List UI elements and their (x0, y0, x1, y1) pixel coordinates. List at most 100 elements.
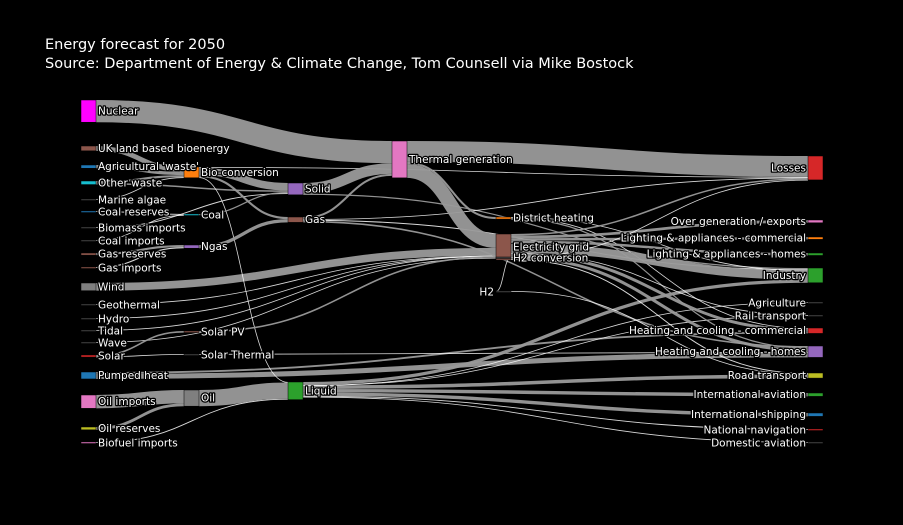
node-algae[interactable] (80, 198, 97, 201)
link-solid-to-thermal (302, 163, 393, 194)
node-label-bio-imp: Biomass imports (98, 222, 186, 234)
node-grid[interactable] (495, 233, 512, 261)
node-tidal[interactable] (80, 329, 97, 332)
node-bio-imp[interactable] (80, 226, 97, 229)
node-other-waste[interactable] (80, 180, 97, 185)
node-label-solar: Solar (98, 351, 125, 363)
node-wave[interactable] (80, 341, 97, 344)
node-rail[interactable] (807, 314, 824, 317)
node-gas-imp[interactable] (80, 266, 97, 269)
node-solarpv[interactable] (183, 330, 200, 333)
node-intl-av[interactable] (807, 392, 824, 397)
node-label-bioconv: Bio-conversion (201, 167, 279, 179)
node-oil-imp[interactable] (80, 394, 97, 409)
node-pumped[interactable] (80, 371, 97, 380)
sankey-links (95, 100, 809, 443)
node-label-wave: Wave (98, 337, 127, 349)
link-gas-res-to-ngas (95, 245, 185, 256)
node-coal-res[interactable] (80, 210, 97, 213)
link-grid-to-heat-home (510, 256, 809, 352)
node-label-geo: Geothermal (98, 299, 160, 311)
link-pumped-to-heat-home (95, 352, 809, 379)
node-agri[interactable] (80, 164, 97, 169)
node-oil-res[interactable] (80, 426, 97, 431)
sankey-nodes (80, 99, 824, 444)
link-bioconv-to-liquid (198, 177, 289, 383)
node-label-algae: Marine algae (98, 194, 166, 206)
node-label-intl-ship: International shipping (691, 409, 806, 421)
sankey-labels: Nuclear UK land based bioenergy Agricultur… (96, 104, 808, 450)
link-grid-to-rail (510, 252, 809, 316)
node-label-dom-av: Domestic aviation (711, 437, 806, 449)
link-liquid-to-road (302, 374, 809, 389)
node-coal-imp[interactable] (80, 239, 97, 242)
link-liquid-to-intl-av (302, 388, 809, 397)
node-solar[interactable] (80, 354, 97, 358)
node-h2[interactable] (495, 290, 512, 293)
node-industry[interactable] (807, 267, 824, 284)
node-nuclear[interactable] (80, 99, 97, 123)
node-liquid[interactable] (287, 381, 304, 400)
node-label-heat-home: Heating and cooling - homes (655, 346, 806, 358)
node-coal[interactable] (183, 213, 200, 216)
link-gas-to-losses (302, 177, 809, 220)
node-label-losses: Losses (771, 162, 806, 174)
link-grid-to-heat-com (510, 253, 809, 332)
node-solid[interactable] (287, 182, 304, 196)
node-oil[interactable] (183, 389, 200, 407)
node-label-h2: H2 (479, 286, 494, 298)
node-overgen[interactable] (807, 219, 824, 224)
node-label-coal-imp: Coal imports (98, 235, 165, 247)
node-bioconv[interactable] (183, 166, 200, 179)
node-dom-av[interactable] (807, 441, 824, 444)
node-label-nuclear: Nuclear (98, 106, 139, 118)
link-grid-to-losses (510, 178, 809, 236)
node-light-com[interactable] (807, 236, 824, 240)
link-grid-to-industry (510, 243, 809, 280)
node-wind[interactable] (80, 282, 97, 291)
node-label-intl-av: International aviation (694, 389, 806, 401)
node-h2conv[interactable] (495, 256, 512, 259)
link-bioconv-to-gas (198, 175, 289, 220)
node-hydro[interactable] (80, 317, 97, 320)
link-solar-to-solarpv (95, 331, 185, 357)
link-coal-to-solid (198, 191, 289, 216)
link-district-to-heat-com (510, 217, 809, 329)
node-label-overgen: Over generation / exports (671, 216, 806, 228)
link-ngas-to-gas (198, 219, 289, 249)
link-liquid-to-agriculture (302, 302, 809, 387)
node-losses[interactable] (807, 155, 824, 181)
node-gas[interactable] (287, 216, 304, 223)
link-other-waste-to-bioconv (95, 175, 185, 184)
node-light-home[interactable] (807, 252, 824, 256)
node-nat-nav[interactable] (807, 428, 824, 431)
node-label-uk-bio: UK land based bioenergy (98, 143, 230, 155)
node-uk-bio[interactable] (80, 145, 97, 152)
node-label-nat-nav: National navigation (703, 424, 806, 436)
node-biofuel[interactable] (80, 441, 97, 444)
node-thermal[interactable] (391, 140, 408, 179)
node-label-pumped: Pumped heat (98, 370, 168, 382)
link-gas-to-heat-home (302, 220, 809, 348)
node-agriculture[interactable] (807, 301, 824, 304)
node-heat-com[interactable] (807, 327, 824, 334)
link-thermal-to-losses (406, 141, 809, 177)
link-wind-to-grid (95, 247, 497, 291)
node-intl-ship[interactable] (807, 412, 824, 417)
link-hydro-to-grid (95, 255, 497, 319)
node-road[interactable] (807, 372, 824, 379)
node-gas-res[interactable] (80, 252, 97, 256)
node-ngas[interactable] (183, 244, 200, 249)
node-geo[interactable] (80, 303, 97, 306)
link-thermal-to-district (406, 161, 497, 220)
node-label-agriculture: Agriculture (748, 297, 806, 309)
node-label-solarpv: Solar PV (201, 326, 245, 338)
node-label-liquid: Liquid (305, 385, 337, 397)
node-district[interactable] (495, 216, 512, 220)
node-heat-home[interactable] (807, 345, 824, 358)
node-label-industry: Industry (763, 270, 806, 282)
node-label-oil-imp: Oil imports (98, 396, 156, 408)
node-solarth[interactable] (183, 353, 200, 356)
link-district-to-industry (510, 217, 809, 272)
